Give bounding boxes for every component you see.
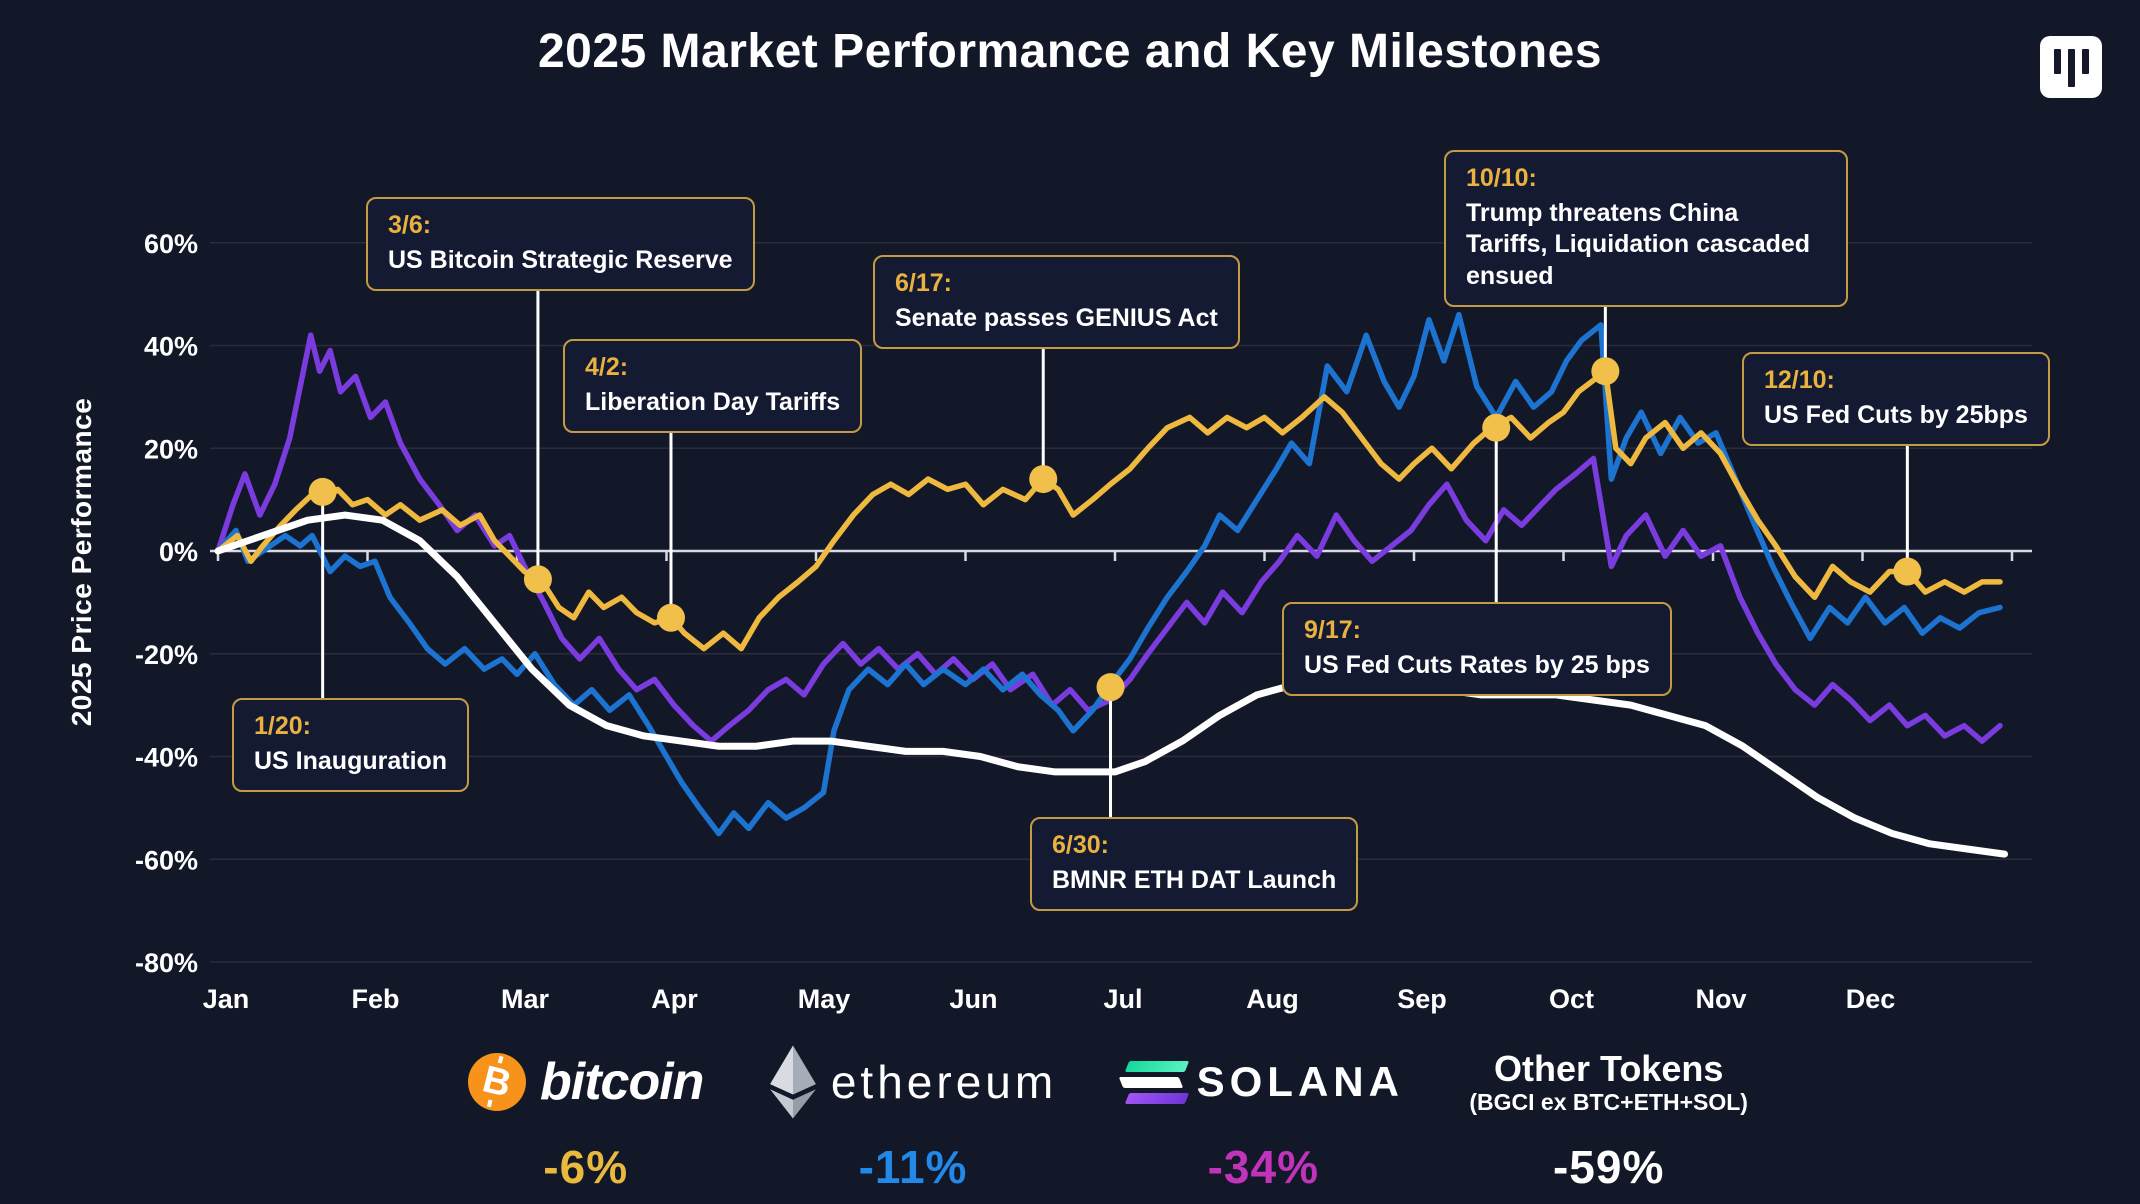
callout-text: Trump threatens China Tariffs, Liquidati…: [1466, 198, 1811, 290]
callout-text: BMNR ETH DAT Launch: [1052, 865, 1337, 894]
callout-text: Liberation Day Tariffs: [585, 387, 841, 416]
legend: B bitcoin -6% ethereum -11%: [468, 1040, 1748, 1194]
milestone-marker: [656, 603, 685, 632]
x-tick-label: Jun: [949, 984, 997, 1014]
callout-date: 1/20:: [254, 712, 311, 740]
ethereum-label: ethereum: [830, 1056, 1058, 1108]
logo-bar: [2053, 49, 2061, 74]
callout-date: 10/10:: [1466, 164, 1537, 192]
callout-text: US Fed Cuts Rates by 25 bps: [1304, 650, 1650, 679]
callout-date: 6/30:: [1052, 831, 1109, 859]
solana-bars-icon: [1118, 1060, 1189, 1104]
solana-label: SOLANA: [1196, 1058, 1404, 1105]
legend-item-solana: SOLANA -34%: [1118, 1040, 1404, 1194]
x-tick-label: Jul: [1103, 984, 1142, 1014]
x-tick-label: Feb: [351, 984, 399, 1014]
other-tokens-label: Other Tokens: [1493, 1048, 1724, 1090]
logo-bar: [2067, 49, 2075, 87]
milestone-marker: [523, 565, 552, 594]
callout-btc-strategic-reserve: 3/6: US Bitcoin Strategic Reserve: [366, 197, 755, 291]
series-undefined: [214, 511, 2009, 858]
y-tick-label: -20%: [135, 640, 198, 670]
bitcoin-coin-icon: B: [468, 1053, 526, 1111]
series-undefined: [215, 368, 2003, 652]
milestone-marker: [1029, 465, 1058, 494]
other-tokens-return-value: -59%: [1552, 1141, 1665, 1193]
x-tick-label: Dec: [1846, 984, 1896, 1014]
y-tick-label: -40%: [135, 743, 198, 773]
x-tick-label: Aug: [1246, 984, 1298, 1014]
milestone-marker: [1096, 673, 1125, 702]
bitcoin-return-value: -6%: [543, 1141, 629, 1193]
callout-fed-cuts-september: 9/17: US Fed Cuts Rates by 25 bps: [1282, 602, 1672, 696]
callout-text: US Inauguration: [254, 746, 448, 775]
callout-date: 4/2:: [585, 353, 629, 381]
callout-liberation-day-tariffs: 4/2: Liberation Day Tariffs: [563, 339, 863, 433]
callout-date: 12/10:: [1764, 366, 1835, 394]
y-tick-label: -80%: [135, 948, 198, 978]
ethereum-return-value: -11%: [858, 1141, 968, 1193]
callout-date: 3/6:: [388, 211, 432, 239]
milestone-marker: [1893, 557, 1922, 586]
x-tick-label: Oct: [1549, 984, 1594, 1014]
milestone-marker: [1482, 413, 1511, 442]
solana-return-value: -34%: [1207, 1141, 1319, 1193]
callout-fed-cuts-december: 12/10: US Fed Cuts by 25bps: [1742, 352, 2050, 446]
callout-date: 6/17:: [895, 269, 952, 297]
callout-bmnr-eth-dat-launch: 6/30: BMNR ETH DAT Launch: [1030, 817, 1359, 911]
milestone-marker: [308, 477, 337, 506]
bitcoin-b-glyph: B: [478, 1057, 516, 1106]
ethereum-diamond-icon: [769, 1045, 816, 1119]
other-tokens-sublabel: (BGCI ex BTC+ETH+SOL): [1469, 1089, 1748, 1116]
callout-china-tariffs-liquidation: 10/10: Trump threatens China Tariffs, Li…: [1444, 150, 1848, 307]
legend-item-ethereum: ethereum -11%: [769, 1040, 1057, 1194]
x-tick-label: Mar: [501, 984, 550, 1014]
x-tick-label: Apr: [651, 984, 698, 1014]
three-bars-logo-icon: [2040, 36, 2102, 98]
callout-date: 9/17:: [1304, 616, 1361, 644]
logo-bar: [2081, 49, 2089, 74]
x-tick-label: Jan: [203, 984, 250, 1014]
callout-us-inauguration: 1/20: US Inauguration: [232, 698, 470, 792]
x-tick-label: May: [798, 984, 851, 1014]
callout-text: US Fed Cuts by 25bps: [1764, 400, 2028, 429]
series-undefined: [215, 332, 2003, 744]
y-tick-label: 0%: [159, 537, 198, 567]
legend-item-bitcoin: B bitcoin -6%: [468, 1040, 704, 1194]
callout-text: Senate passes GENIUS Act: [895, 303, 1218, 332]
x-tick-label: Sep: [1397, 984, 1447, 1014]
y-tick-label: 20%: [144, 434, 198, 464]
y-tick-label: 40%: [144, 332, 198, 362]
y-tick-label: -60%: [135, 845, 198, 875]
y-tick-label: 60%: [144, 229, 198, 259]
legend-item-other-tokens: Other Tokens (BGCI ex BTC+ETH+SOL) -59%: [1469, 1040, 1748, 1194]
bitcoin-label: bitcoin: [540, 1053, 704, 1111]
page-title: 2025 Market Performance and Key Mileston…: [537, 25, 1603, 78]
x-tick-label: Nov: [1695, 984, 1746, 1014]
milestone-marker: [1591, 357, 1620, 386]
callout-text: US Bitcoin Strategic Reserve: [388, 245, 733, 274]
callout-genius-act: 6/17: Senate passes GENIUS Act: [873, 255, 1240, 349]
